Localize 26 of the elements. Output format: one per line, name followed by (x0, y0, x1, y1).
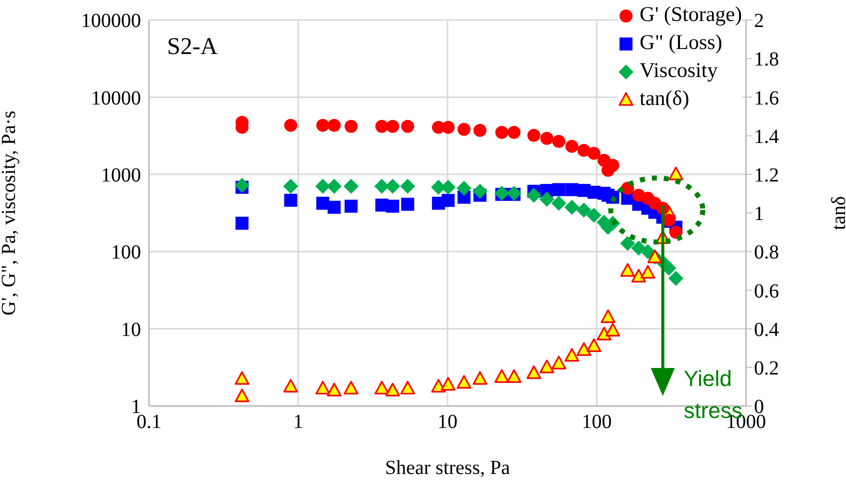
y-tick-label: 10000 (91, 87, 141, 110)
x-tick-label: 10 (438, 411, 458, 434)
y-tick-label: 100000 (81, 10, 141, 32)
x-tick-label: 1 (293, 411, 304, 434)
y2-tick-label: 1.2 (754, 164, 779, 186)
y-tick-label: 100 (111, 242, 141, 264)
y-tick-label: 10 (121, 318, 141, 341)
legend-label: G" (Loss) (638, 29, 724, 56)
y2-tick-label: 1.4 (754, 126, 779, 148)
legend-label: Viscosity (638, 57, 719, 84)
annotation: S2-A (167, 34, 218, 61)
y-tick-label: 1000 (101, 164, 141, 186)
y2-tick-label: 1.8 (754, 48, 779, 71)
y2-tick-label: 1 (754, 203, 764, 226)
legend-label: G' (Storage) (638, 1, 742, 28)
legend-label: tan(δ) (638, 85, 690, 112)
y2-axis-title: tanδ (828, 196, 846, 230)
y-axis-title: G', G", Pa, viscosity, Pa·s (0, 110, 20, 316)
x-axis-title: Shear stress, Pa (385, 457, 510, 479)
y2-tick-label: 0.8 (754, 242, 779, 264)
x-tick-label: 100 (582, 411, 612, 434)
y2-tick-label: 2 (754, 10, 764, 32)
y2-tick-label: 0.4 (754, 318, 779, 341)
y2-tick-label: 1.6 (754, 87, 779, 110)
y2-tick-label: 0.2 (754, 358, 779, 380)
y2-tick-label: 0.6 (754, 280, 779, 302)
